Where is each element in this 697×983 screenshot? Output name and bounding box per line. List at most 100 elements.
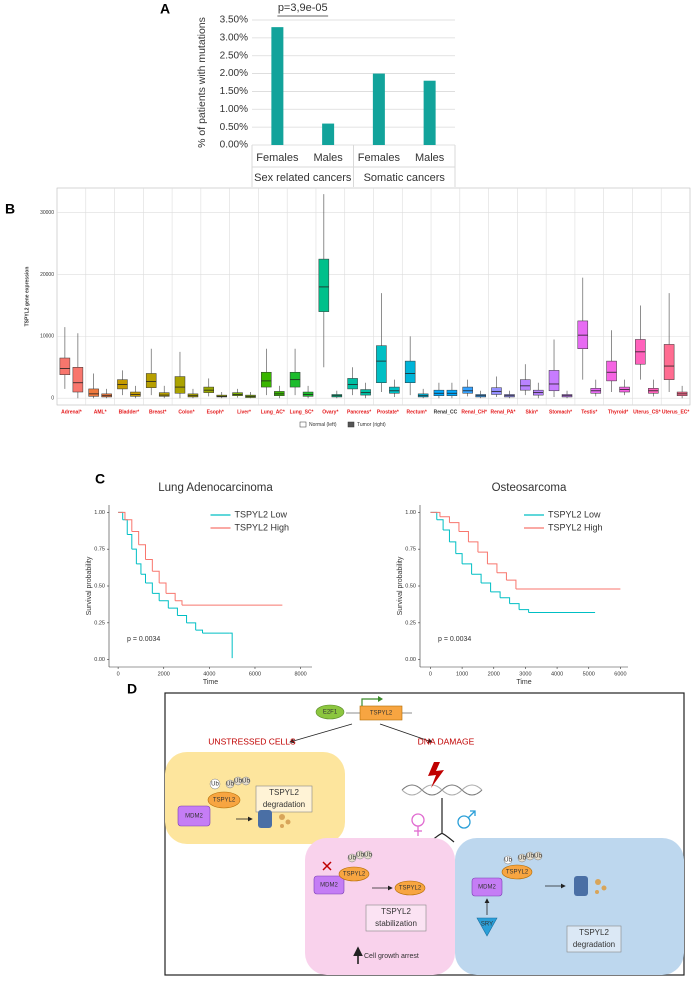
y-tick-label: 0.50 (94, 583, 105, 589)
y-tick-label: 0.25 (94, 620, 105, 626)
x-tick-label: Ovary* (322, 409, 338, 415)
survival-step (458, 531, 469, 542)
survival-step (439, 516, 450, 523)
sry-label: SRY (481, 922, 493, 928)
mdm2-label: MDM2 (185, 814, 203, 820)
ub-label: Ub (234, 779, 242, 785)
survival-step (500, 597, 511, 604)
box (548, 370, 560, 392)
x-tick-label: Stomach* (549, 409, 572, 415)
x-tick-label: 2000 (158, 671, 170, 677)
survival-step (136, 563, 142, 575)
box (404, 360, 416, 383)
ub-label: Ub (534, 854, 542, 860)
survival-step (481, 582, 492, 592)
x-axis-label: Time (516, 679, 531, 686)
survival-step (166, 592, 176, 601)
outcome-label: degradation (263, 800, 305, 809)
outcome-box (365, 904, 427, 932)
outcome-label: TSPYL2 (269, 788, 299, 797)
chart-title: Lung Adenocarcinoma (158, 482, 273, 494)
y-axis-label: TSPYL2 gene expression (24, 267, 30, 327)
y-tick-label: 1.50% (220, 86, 248, 97)
box (174, 376, 186, 394)
x-tick-label: Esoph* (207, 409, 224, 415)
box (88, 388, 99, 397)
x-tick-label: Pancreas* (347, 409, 371, 415)
e2f1-label: E2F1 (323, 710, 338, 716)
annotation: p = 0.0034 (438, 636, 471, 643)
survival-step (519, 609, 530, 613)
diagram: D E2F1 TSPYL2 UNSTRESSED CELLS DNA DAMAG… (127, 681, 685, 976)
ub-chain: Ub Ub Ub Ub (503, 851, 542, 865)
arrow (289, 723, 353, 744)
legend-label: TSPYL2 Low (548, 509, 601, 519)
ub-label: Ub (526, 854, 534, 860)
survival-step (118, 511, 124, 520)
box (347, 378, 358, 390)
panel-label: B (5, 201, 15, 217)
y-tick-label: 0.75 (94, 547, 105, 553)
blocked-mark (322, 861, 332, 871)
survival-step (443, 529, 450, 542)
e2f1-node (315, 704, 345, 720)
box (389, 386, 400, 394)
ub-chain: Ub Ub Ub Ub (209, 776, 250, 790)
y-axis-label: % of patients with mutations (196, 17, 208, 148)
y-tick-label: 0.50% (220, 122, 248, 133)
box (520, 379, 531, 391)
x-tick-label: Males (313, 152, 343, 164)
y-tick-label: 30000 (40, 210, 54, 216)
x-tick-label: 3000 (519, 671, 531, 677)
dna-helix (401, 784, 483, 796)
legend-label: Tumor (right) (357, 422, 386, 428)
x-tick-label: Thyroid* (608, 409, 628, 415)
survival-step (229, 632, 233, 659)
x-tick-label: 4000 (203, 671, 215, 677)
x-tick-label: Skin* (525, 409, 538, 415)
box (462, 386, 473, 394)
y-tick-label: 0.25 (405, 620, 416, 626)
x-tick-label: 0 (429, 671, 432, 677)
x-tick-label: 6000 (614, 671, 626, 677)
mdm2-node (177, 805, 211, 827)
bar (271, 27, 284, 146)
protein-label: TSPYL2 (399, 886, 422, 892)
y-tick-label: 0.00 (405, 657, 416, 663)
outcome-box (255, 785, 313, 813)
protein-node (338, 866, 370, 882)
survival-step (471, 573, 482, 584)
legend-label: Normal (left) (309, 422, 337, 428)
x-tick-label: Lung_AC* (261, 409, 285, 415)
split-arrow (429, 833, 455, 843)
x-tick-label: 8000 (294, 671, 306, 677)
x-axis-label: Time (203, 679, 218, 686)
survival-step (145, 558, 153, 572)
survival-step (138, 544, 146, 560)
dna-damage-label: DNA DAMAGE (418, 736, 475, 746)
mdm2-label: MDM2 (320, 883, 338, 889)
arrest-label: Cell growth arrest (364, 953, 419, 960)
legend-key (347, 421, 355, 428)
arrow (379, 723, 433, 743)
y-axis-label: Survival probability (397, 556, 404, 615)
box (145, 373, 157, 388)
y-tick-label: 0.00 (94, 657, 105, 663)
gene-label: TSPYL2 (370, 711, 393, 717)
x-tick-label: Prostate* (377, 409, 399, 415)
y-tick-label: 10000 (40, 334, 54, 340)
x-tick-label: Colon* (178, 409, 194, 415)
gene-box (359, 705, 403, 721)
bar (322, 123, 335, 145)
protein-node (501, 864, 533, 880)
legend-key (299, 421, 307, 428)
survival-step (509, 603, 520, 610)
bar (423, 80, 436, 145)
box (72, 367, 84, 393)
legend-label: TSPYL2 High (235, 522, 290, 532)
outcome-label: degradation (573, 940, 615, 949)
group-label: Somatic cancers (364, 172, 446, 184)
panel-label: D (127, 681, 137, 697)
survival-step (122, 519, 128, 535)
survival-step (159, 600, 169, 609)
